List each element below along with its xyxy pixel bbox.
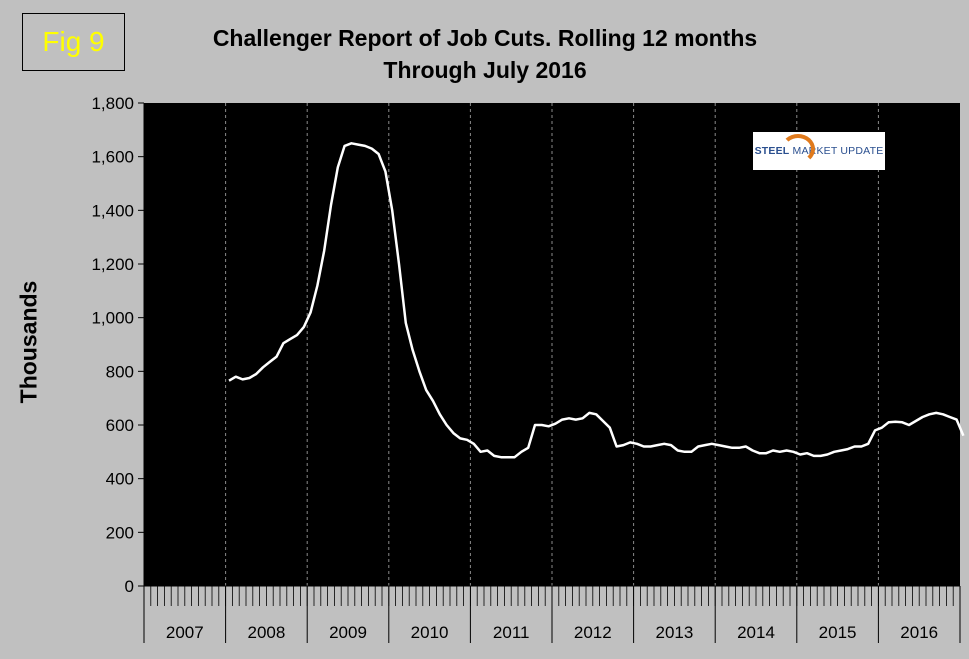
x-year-label: 2016 [900,623,938,642]
logo-text: STEEL MARKET UPDATE [755,145,884,157]
x-year-label: 2015 [819,623,857,642]
y-tick-label: 1,000 [91,309,134,328]
figure-badge: Fig 9 [22,13,125,71]
job-cuts-series-line [228,142,965,459]
chart-title-line1: Challenger Report of Job Cuts. Rolling 1… [212,25,758,51]
x-year-label: 2014 [737,623,775,642]
chart-title-line2: Through July 2016 [383,57,587,83]
x-year-label: 2010 [411,623,449,642]
y-tick-label: 1,600 [91,148,134,167]
logo-swoosh-icon [781,134,815,164]
y-tick-label: 600 [106,416,134,435]
x-year-label: 2013 [655,623,693,642]
y-tick-label: 200 [106,523,134,542]
y-tick-label: 1,400 [91,201,134,220]
y-tick-label: 1,800 [91,94,134,113]
y-tick-label: 400 [106,470,134,489]
logo-text-rest: MARKET UPDATE [789,145,884,157]
x-year-label: 2012 [574,623,612,642]
y-tick-label: 1,200 [91,255,134,274]
y-tick-label: 0 [125,577,134,596]
x-year-label: 2007 [166,623,204,642]
steel-market-update-logo: STEEL MARKET UPDATE [753,132,885,170]
y-tick-label: 800 [106,362,134,381]
x-year-label: 2009 [329,623,367,642]
logo-text-steel: STEEL [754,145,790,157]
chart-title: Challenger Report of Job Cuts. Rolling 1… [140,22,830,86]
x-year-label: 2008 [247,623,285,642]
x-year-label: 2011 [493,623,530,642]
